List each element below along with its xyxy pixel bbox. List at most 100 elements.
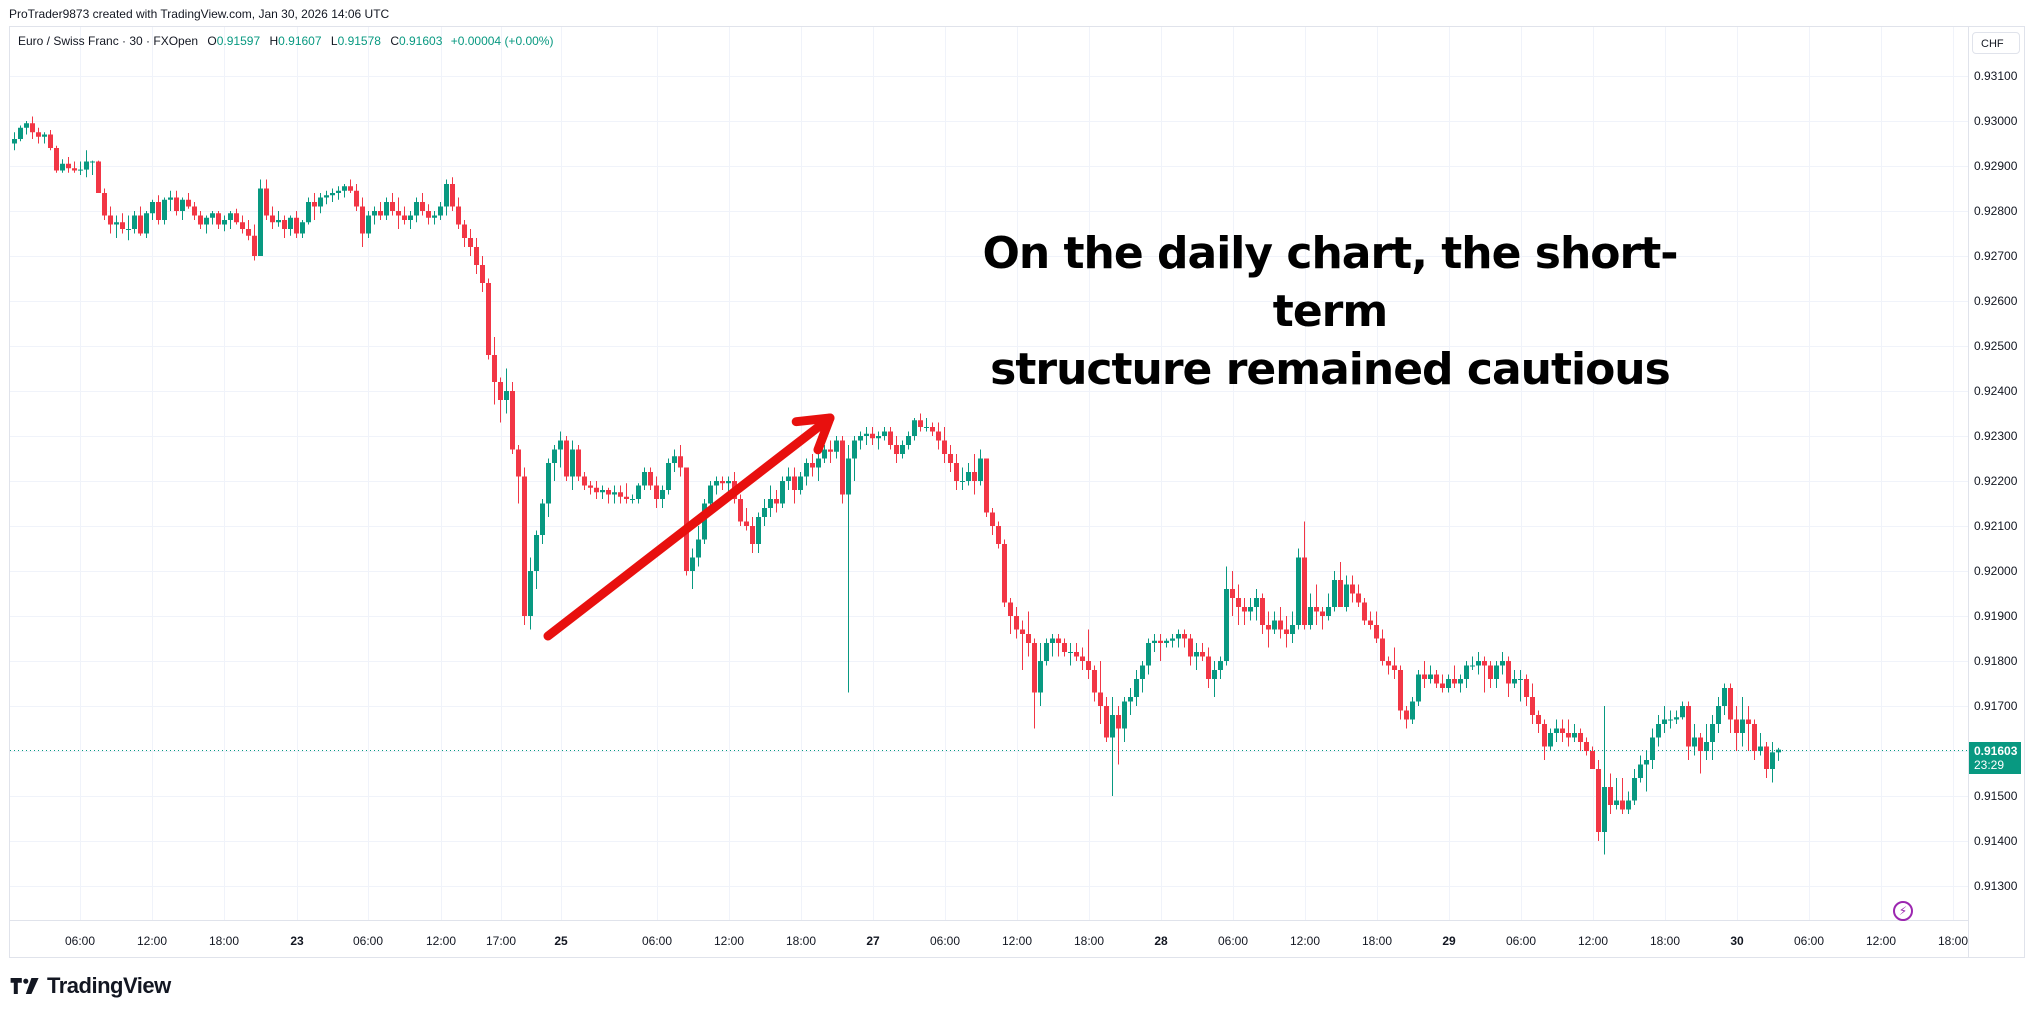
- chart-annotation-text[interactable]: On the daily chart, the short-term struc…: [960, 225, 1700, 399]
- time-tick-label: 06:00: [1505, 934, 1537, 948]
- time-tick-label: 17:00: [485, 934, 517, 948]
- candle-body: [1278, 620, 1283, 630]
- candle-body: [1398, 670, 1403, 711]
- candle-body: [1770, 752, 1775, 769]
- candle-body: [738, 499, 743, 522]
- candle-body: [1746, 719, 1751, 724]
- candle-body: [456, 206, 461, 225]
- candle-body: [1428, 674, 1433, 679]
- candle-body: [1326, 607, 1331, 616]
- time-tick-label: 06:00: [1217, 934, 1249, 948]
- candle-body: [96, 161, 101, 193]
- candle-body: [696, 539, 701, 558]
- candle-body: [1248, 607, 1253, 612]
- candle-body: [1680, 706, 1685, 718]
- time-tick-label: 18:00: [1649, 934, 1681, 948]
- candle-body: [324, 195, 329, 198]
- candle-body: [924, 427, 929, 428]
- candle-body: [588, 485, 593, 488]
- candle-body: [1290, 625, 1295, 634]
- low-label: L: [330, 34, 338, 48]
- candle-body: [726, 481, 731, 484]
- candle-body: [690, 557, 695, 571]
- candle-body: [990, 512, 995, 526]
- price-tick-label: 0.91900: [1974, 609, 2018, 623]
- close-label: C: [390, 34, 399, 48]
- candle-body: [498, 382, 503, 400]
- symbol-title[interactable]: Euro / Swiss Franc · 30 · FXOpen: [18, 34, 199, 48]
- candle-body: [1554, 728, 1559, 733]
- candle-body: [1056, 638, 1061, 643]
- candle-body: [1656, 724, 1661, 738]
- candle-body: [1410, 701, 1415, 720]
- candle-body: [1644, 760, 1649, 765]
- price-tick-label: 0.93000: [1974, 114, 2018, 128]
- candle-body: [1482, 661, 1487, 666]
- price-tick-label: 0.91700: [1974, 699, 2018, 713]
- candle-body: [906, 436, 911, 445]
- candle-body: [216, 213, 221, 225]
- candle-body: [966, 472, 971, 481]
- candle-body: [204, 217, 209, 225]
- price-tick-label: 0.92500: [1974, 339, 2018, 353]
- candle-body: [1602, 787, 1607, 832]
- candle-body: [1518, 679, 1523, 680]
- candle-body: [918, 420, 923, 427]
- candle-body: [1122, 701, 1127, 729]
- candle-body: [546, 463, 551, 504]
- candle-body: [414, 202, 419, 216]
- lightning-alert-icon[interactable]: ⚡: [1893, 901, 1913, 921]
- tradingview-logo[interactable]: TradingView: [10, 973, 171, 999]
- candle-body: [1524, 679, 1529, 697]
- candle-body: [516, 449, 521, 477]
- candle-body: [1098, 692, 1103, 706]
- candle-body: [72, 168, 77, 171]
- candle-body: [1752, 724, 1757, 751]
- candle-body: [426, 211, 431, 218]
- candle-body: [1308, 607, 1313, 625]
- time-tick-label: 12:00: [136, 934, 168, 948]
- candle-body: [1332, 580, 1337, 607]
- candle-body: [264, 188, 269, 216]
- candle-body: [1020, 629, 1025, 634]
- time-tick-label: 18:00: [785, 934, 817, 948]
- time-tick-label: 12:00: [1001, 934, 1033, 948]
- candle-body: [444, 184, 449, 207]
- candle-body: [1338, 580, 1343, 607]
- currency-button[interactable]: CHF: [1972, 32, 2020, 54]
- candle-body: [1134, 679, 1139, 697]
- time-tick-label: 30: [1730, 934, 1744, 948]
- candle-body: [1662, 719, 1667, 724]
- candle-body: [1218, 661, 1223, 670]
- candle-body: [270, 215, 275, 223]
- candle-body: [450, 184, 455, 207]
- candle-body: [1350, 584, 1355, 594]
- candle-body: [810, 463, 815, 468]
- high-value: 0.91607: [278, 34, 322, 48]
- candle-body: [372, 211, 377, 216]
- candle-body: [462, 224, 467, 238]
- candle-body: [834, 440, 839, 452]
- candle-body: [246, 229, 251, 236]
- candle-body: [1104, 706, 1109, 738]
- candle-body: [1584, 742, 1589, 751]
- candle-body: [378, 211, 383, 216]
- candle-body: [1572, 733, 1577, 738]
- candle-body: [936, 431, 941, 441]
- candle-body: [342, 186, 347, 191]
- candle-body: [1638, 764, 1643, 778]
- candle-body: [702, 503, 707, 540]
- candle-body: [174, 197, 179, 211]
- price-tick-label: 0.92200: [1974, 474, 2018, 488]
- candle-body: [1458, 679, 1463, 684]
- candle-body: [1548, 733, 1553, 747]
- trend-arrow: [543, 413, 835, 641]
- candle-body: [780, 481, 785, 504]
- close-value: 0.91603: [398, 34, 443, 48]
- candle-body: [1668, 719, 1673, 721]
- candle-body: [1344, 584, 1349, 607]
- candle-body: [1722, 688, 1727, 706]
- candle-body: [576, 449, 581, 477]
- logo-text: TradingView: [47, 973, 171, 998]
